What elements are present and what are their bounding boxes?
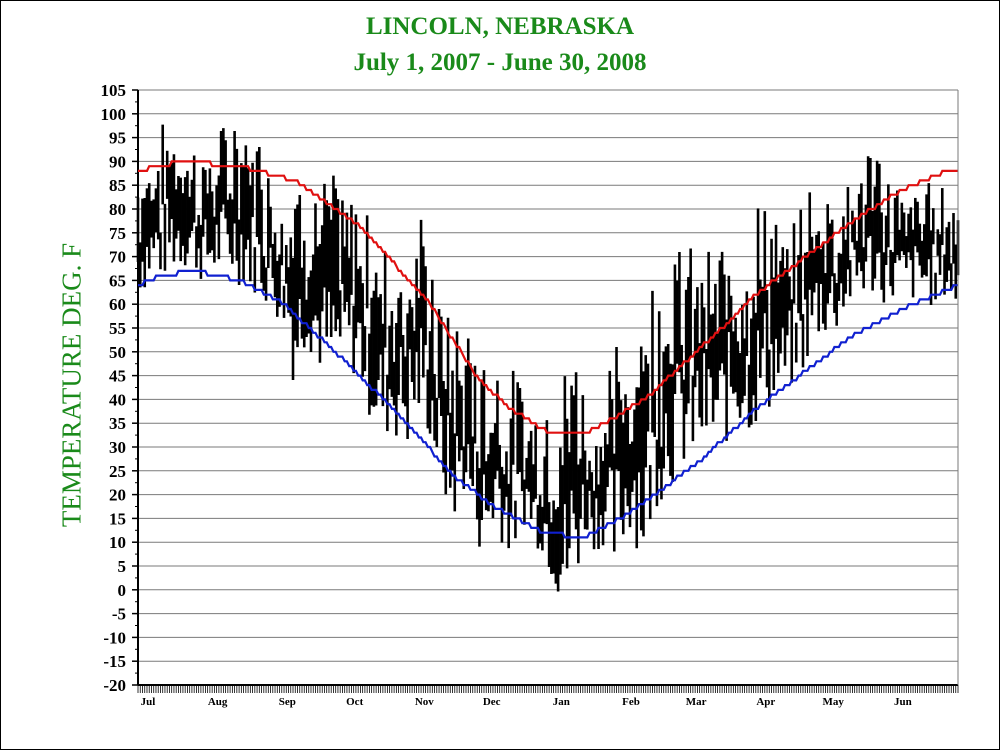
normal-low-line bbox=[138, 269, 958, 539]
chart-subtitle: July 1, 2007 - June 30, 2008 bbox=[353, 49, 647, 76]
y-tick-label: 25 bbox=[109, 462, 126, 481]
y-tick-label: 30 bbox=[109, 438, 126, 457]
x-month-label: Feb bbox=[622, 696, 640, 708]
x-month-label: Jul bbox=[141, 696, 156, 708]
x-month-label: Nov bbox=[415, 696, 434, 708]
y-tick-label: 60 bbox=[109, 295, 126, 314]
y-tick-label: 20 bbox=[109, 486, 126, 505]
chart-title: LINCOLN, NEBRASKA bbox=[365, 13, 635, 40]
y-tick-label: 65 bbox=[109, 271, 126, 290]
normal-high-line bbox=[138, 160, 958, 434]
y-tick-label: 0 bbox=[118, 581, 127, 600]
x-month-label: Oct bbox=[346, 696, 363, 708]
x-month-label: Mar bbox=[686, 696, 707, 708]
y-tick-label: 105 bbox=[101, 81, 127, 100]
y-tick-label: -20 bbox=[103, 676, 126, 695]
y-tick-label: 35 bbox=[109, 414, 126, 433]
y-tick-label: 90 bbox=[109, 152, 126, 171]
y-tick-label: -5 bbox=[112, 605, 126, 624]
x-month-label: Dec bbox=[483, 696, 501, 708]
y-tick-label: 100 bbox=[101, 105, 127, 124]
y-tick-label: 75 bbox=[109, 224, 126, 243]
x-month-label: Sep bbox=[279, 696, 296, 708]
y-tick-label: 55 bbox=[109, 319, 126, 338]
x-month-label: Apr bbox=[756, 696, 775, 708]
x-month-label: Aug bbox=[208, 696, 228, 708]
y-tick-label: -10 bbox=[103, 628, 126, 647]
y-tick-label: 40 bbox=[109, 390, 126, 409]
x-month-label: May bbox=[823, 696, 845, 708]
x-month-label: Jun bbox=[894, 696, 912, 708]
y-tick-label: 5 bbox=[118, 557, 127, 576]
y-tick-label: -15 bbox=[103, 652, 126, 671]
y-tick-label: 50 bbox=[109, 343, 126, 362]
y-tick-label: 70 bbox=[109, 248, 126, 267]
y-tick-label: 45 bbox=[109, 367, 126, 386]
y-tick-label: 80 bbox=[109, 200, 126, 219]
y-tick-label: 95 bbox=[109, 129, 126, 148]
y-tick-label: 85 bbox=[109, 176, 126, 195]
y-tick-label: 10 bbox=[109, 533, 126, 552]
x-month-label: Jan bbox=[553, 696, 570, 708]
observed-series bbox=[136, 124, 960, 592]
y-tick-label: 15 bbox=[109, 509, 126, 528]
